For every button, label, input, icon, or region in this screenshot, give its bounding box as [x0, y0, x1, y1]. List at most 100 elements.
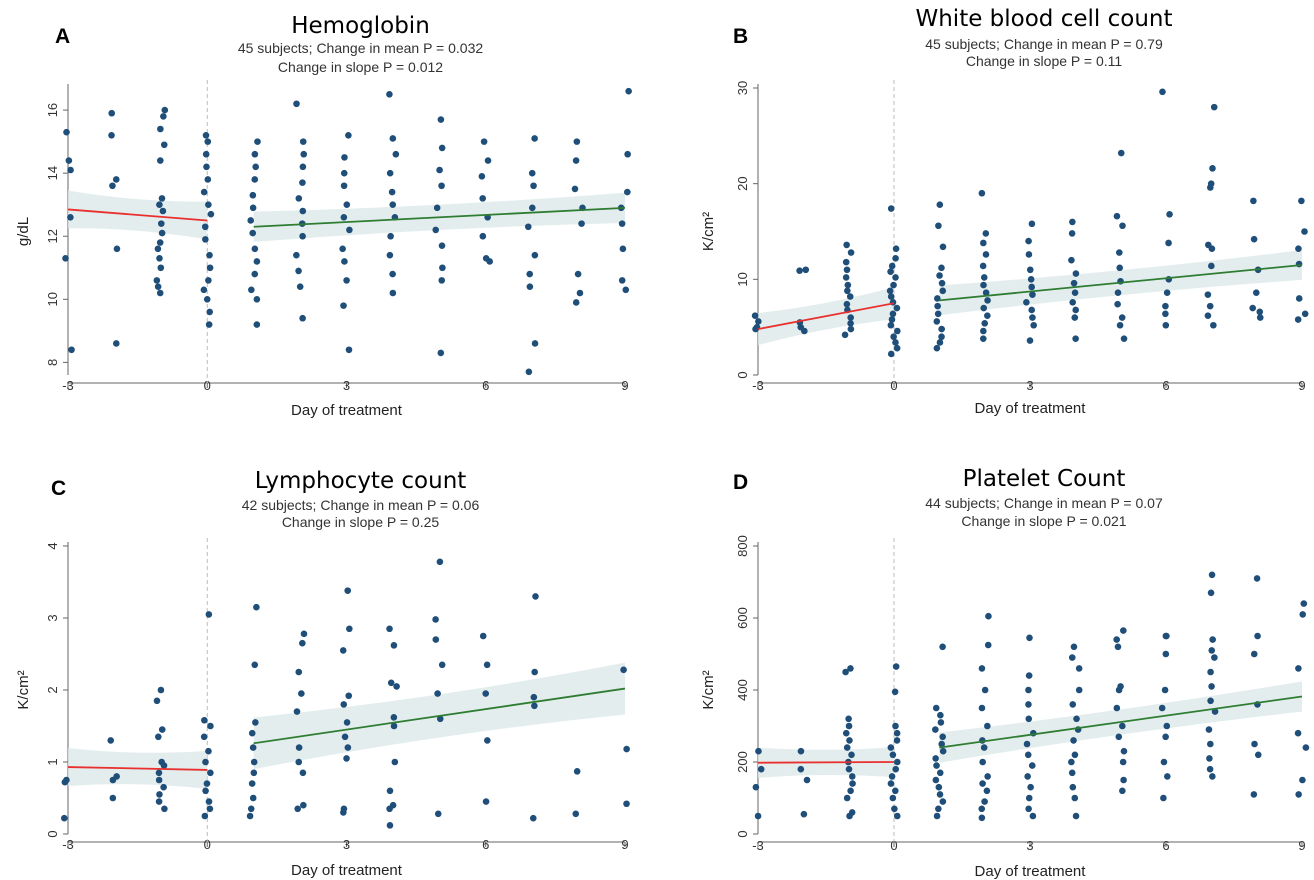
data-point — [388, 188, 396, 196]
data-point — [1025, 701, 1032, 708]
data-point — [344, 587, 352, 594]
data-point — [572, 810, 580, 818]
data-point — [524, 223, 532, 231]
data-point — [298, 690, 305, 697]
data-point — [108, 109, 116, 117]
data-point — [1026, 266, 1034, 274]
data-point — [156, 255, 163, 262]
data-point — [206, 308, 214, 316]
data-point — [939, 287, 947, 295]
data-point — [205, 798, 213, 805]
data-point — [1161, 686, 1169, 694]
data-point — [842, 274, 850, 281]
data-point — [532, 593, 539, 600]
data-point — [248, 780, 256, 787]
data-point — [530, 182, 537, 190]
data-point — [1204, 312, 1212, 319]
data-point — [295, 195, 303, 202]
data-point — [984, 773, 991, 780]
data-point — [847, 249, 855, 256]
data-point — [1068, 758, 1075, 766]
data-point — [979, 335, 987, 342]
data-point — [939, 243, 947, 251]
data-point — [849, 780, 856, 787]
data-point — [160, 762, 168, 769]
data-point — [293, 251, 300, 259]
data-point — [978, 814, 986, 822]
data-point — [1071, 289, 1079, 297]
data-point — [887, 744, 895, 751]
data-point — [980, 239, 987, 247]
data-point — [620, 666, 627, 674]
data-point — [1113, 704, 1121, 712]
data-point — [161, 106, 169, 114]
data-point — [340, 169, 348, 177]
data-point — [205, 747, 212, 755]
data-point — [1302, 744, 1310, 751]
data-point — [253, 321, 261, 328]
data-point — [1165, 239, 1172, 247]
data-point — [526, 283, 534, 290]
data-point — [1300, 600, 1308, 607]
data-point — [248, 286, 255, 294]
data-point — [1163, 289, 1171, 297]
data-point — [438, 144, 446, 152]
data-point — [160, 113, 167, 120]
data-point — [107, 737, 115, 744]
data-point — [157, 157, 164, 164]
data-point — [531, 251, 539, 259]
data-point — [981, 320, 989, 327]
data-point — [1070, 279, 1078, 287]
data-point — [1069, 298, 1077, 306]
data-point — [157, 125, 164, 133]
data-point — [68, 346, 75, 354]
data-point — [936, 272, 943, 279]
y-axis-label: K/cm² — [700, 212, 717, 251]
data-point — [340, 182, 348, 190]
data-point — [1115, 733, 1123, 741]
data-point — [933, 344, 941, 352]
data-point — [892, 339, 899, 346]
x-tick-label: -3 — [752, 838, 764, 853]
data-point — [249, 744, 257, 751]
data-point — [796, 267, 803, 275]
data-point — [1073, 715, 1080, 723]
y-tick-label: 20 — [735, 176, 750, 190]
data-point — [345, 692, 353, 700]
data-point — [933, 812, 941, 820]
x-tick-label: 9 — [621, 378, 628, 393]
y-tick-label: 600 — [735, 607, 750, 629]
data-point — [341, 258, 348, 265]
data-point — [752, 325, 759, 333]
data-point — [578, 220, 585, 227]
data-point — [938, 333, 945, 341]
data-point — [934, 302, 941, 310]
y-tick-label: 3 — [45, 614, 60, 621]
panel-letter: D — [733, 471, 748, 494]
data-point — [1114, 289, 1122, 297]
data-point — [797, 747, 805, 755]
data-point — [618, 220, 626, 227]
data-point — [887, 205, 895, 212]
data-point — [248, 729, 256, 737]
data-point — [846, 293, 854, 300]
data-point — [1068, 230, 1076, 237]
data-point — [1028, 762, 1036, 769]
data-point — [247, 805, 255, 813]
data-point — [1294, 729, 1302, 737]
data-point — [1162, 733, 1169, 741]
data-point — [250, 758, 258, 766]
data-point — [1071, 314, 1079, 321]
data-point — [295, 744, 303, 751]
data-point — [938, 264, 945, 272]
x-tick-label: 3 — [343, 837, 350, 852]
data-point — [1251, 740, 1258, 748]
data-point — [843, 266, 851, 274]
data-point — [295, 668, 303, 676]
y-tick-label: 16 — [45, 103, 60, 117]
data-point — [1120, 776, 1127, 784]
data-point — [432, 616, 439, 623]
data-point — [848, 751, 855, 759]
data-point — [386, 805, 393, 813]
data-point — [1162, 321, 1170, 329]
